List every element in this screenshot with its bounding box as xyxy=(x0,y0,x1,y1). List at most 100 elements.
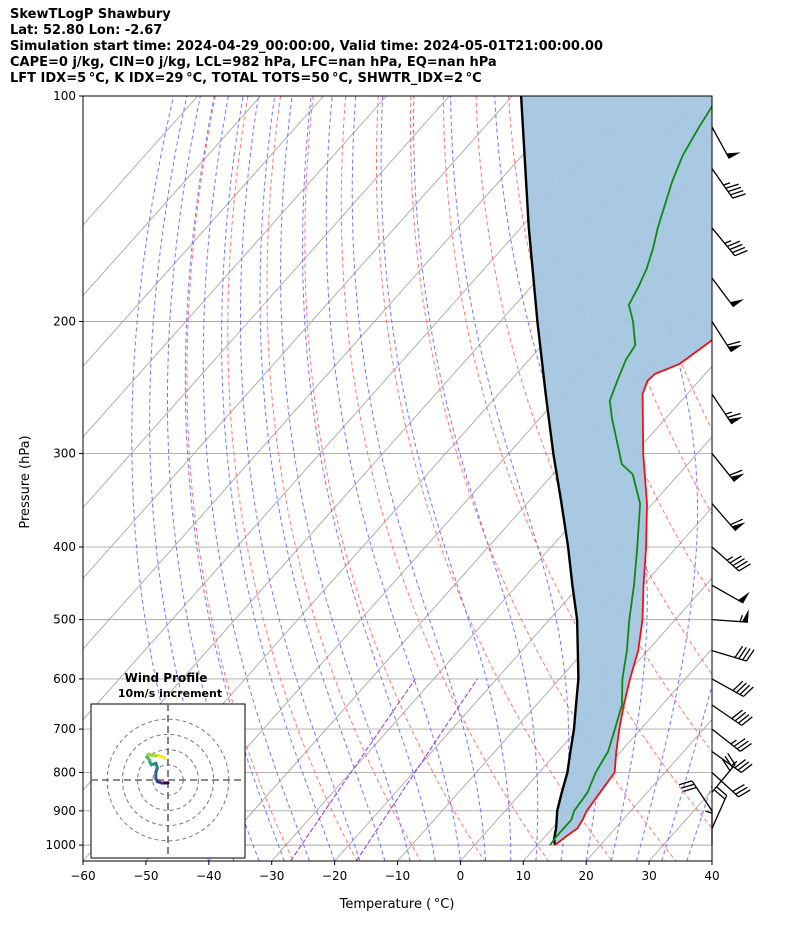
barb-shaft xyxy=(711,678,744,697)
barb-flag xyxy=(731,522,746,531)
y-tick-label: 900 xyxy=(53,804,76,818)
stability-indices-2: LFT IDX=5 °C, K IDX=29 °C, TOTAL TOTS=50… xyxy=(10,71,482,86)
barb-shaft xyxy=(711,795,728,829)
dry-adiabat xyxy=(605,96,712,431)
dewpoint-profile xyxy=(549,104,712,846)
barb-full xyxy=(725,183,739,189)
barb-full xyxy=(732,193,746,199)
dry-adiabat xyxy=(266,96,422,861)
x-tick-label: −10 xyxy=(385,869,410,883)
dry-adiabat xyxy=(703,96,712,130)
chart-title: SkewTLogP Shawbury xyxy=(10,7,171,22)
barb-full xyxy=(734,645,744,658)
wind-barb xyxy=(711,704,753,726)
barb-full xyxy=(740,763,753,773)
barb-full xyxy=(732,558,745,567)
barb-full xyxy=(730,190,744,196)
isotherm-line xyxy=(83,96,261,297)
barb-full xyxy=(745,649,755,662)
barb-full xyxy=(714,789,726,800)
mixing-ratio-line xyxy=(355,678,478,861)
moist-adiabat xyxy=(351,96,487,861)
barb-full xyxy=(734,759,746,769)
x-tick-label: −40 xyxy=(196,869,221,883)
cin-shading xyxy=(521,96,712,846)
isotherm-line xyxy=(83,96,387,438)
y-tick-label: 800 xyxy=(53,766,76,780)
barb-full xyxy=(727,412,741,419)
barb-full xyxy=(732,784,745,793)
barb-flag xyxy=(728,344,743,352)
wind-barb xyxy=(711,321,743,353)
dry-adiabat xyxy=(410,96,677,861)
barb-full xyxy=(732,680,744,692)
barb-shaft xyxy=(711,772,739,798)
barb-full xyxy=(743,686,754,697)
barb-full xyxy=(729,469,743,476)
barb-full xyxy=(735,560,748,569)
barb-shaft xyxy=(711,503,737,532)
barb-shaft xyxy=(711,751,742,773)
moist-adiabat xyxy=(613,96,698,861)
station-location: Lat: 52.80 Lon: -2.67 xyxy=(10,23,163,38)
barb-shaft xyxy=(711,764,736,793)
barb-half xyxy=(739,615,743,622)
wind-barb xyxy=(711,728,752,752)
barb-half xyxy=(723,182,731,186)
barb-full xyxy=(730,518,744,526)
barb-full xyxy=(721,758,731,772)
chart-header: SkewTLogP Shawbury Lat: 52.80 Lon: -2.67… xyxy=(10,7,603,87)
moist-adiabat xyxy=(259,96,386,861)
barb-flag xyxy=(730,473,745,482)
moist-adiabat xyxy=(221,96,336,861)
barb-half xyxy=(730,739,737,745)
barb-full xyxy=(729,555,742,564)
x-tick-label: −60 xyxy=(70,869,95,883)
barb-full xyxy=(741,716,753,726)
dry-adiabat xyxy=(475,96,712,753)
barb-full xyxy=(739,743,752,752)
moist-adiabat xyxy=(413,96,539,861)
wind-barb xyxy=(711,678,754,697)
wind-barb xyxy=(711,584,750,604)
wind-barb xyxy=(711,126,741,159)
isotherm-line xyxy=(83,96,199,226)
axes: −60 −50 −40 −30 −20 −10 0 10 20 30 40 100 200 300 400 5… xyxy=(45,89,719,883)
hodograph-segment xyxy=(161,755,167,761)
barb-full xyxy=(678,780,693,786)
moist-adiabat xyxy=(711,859,712,861)
barb-full xyxy=(732,246,746,254)
wind-barb xyxy=(711,277,744,308)
barb-full xyxy=(735,786,748,795)
x-tick-label: 40 xyxy=(704,869,719,883)
wind-barb xyxy=(711,546,751,572)
isotherm-line xyxy=(83,96,513,579)
barb-shaft xyxy=(711,227,736,257)
wind-barbs xyxy=(678,126,755,846)
wind-barb xyxy=(678,780,713,812)
moist-adiabat xyxy=(380,96,512,861)
isotherm-line xyxy=(208,294,712,861)
wind-barb xyxy=(711,393,743,425)
wind-barb xyxy=(711,453,745,482)
y-tick-label: 500 xyxy=(53,613,76,627)
isotherm-line xyxy=(585,718,712,861)
isotherm-line xyxy=(522,648,712,861)
barb-full xyxy=(737,761,750,771)
barb-flag xyxy=(726,152,741,159)
moist-adiabat xyxy=(240,96,361,861)
isotherm-line xyxy=(775,96,794,861)
barb-shaft xyxy=(691,780,713,812)
barb-flag xyxy=(741,609,749,623)
barb-shaft xyxy=(711,393,733,425)
barb-half xyxy=(731,760,738,766)
barb-half xyxy=(726,556,734,561)
y-tick-label: 200 xyxy=(53,315,76,329)
isotherm-line xyxy=(334,436,712,861)
stability-indices-1: CAPE=0 j/kg, CIN=0 j/kg, LCL=982 hPa, LF… xyxy=(10,55,497,70)
barb-full xyxy=(738,563,751,572)
barb-full xyxy=(733,738,746,747)
x-tick-label: 10 xyxy=(516,869,531,883)
y-tick-label: 400 xyxy=(53,540,76,554)
